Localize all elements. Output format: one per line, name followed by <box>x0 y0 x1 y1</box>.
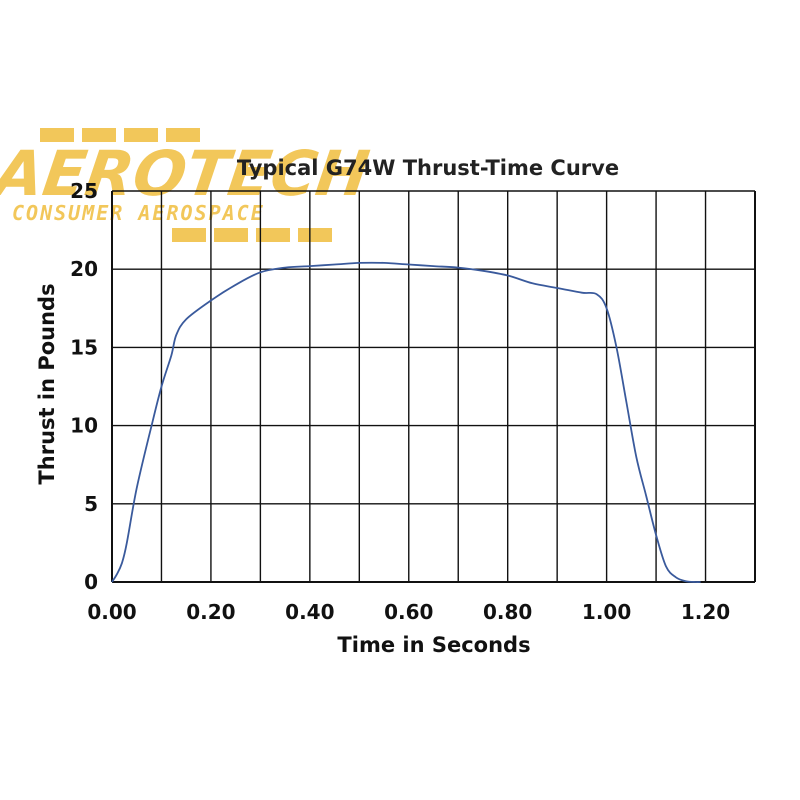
logo-tagline: CONSUMER AEROSPACE <box>12 201 265 225</box>
x-axis-label: Time in Seconds <box>337 633 530 657</box>
logo-stripes-bottom <box>172 228 332 242</box>
y-axis-ticks: 0 5 10 15 20 25 <box>70 179 98 594</box>
chart-title: Typical G74W Thrust-Time Curve <box>237 156 619 180</box>
chart-grid <box>111 190 756 583</box>
x-tick-label: 0.20 <box>186 600 235 624</box>
x-tick-label: 0.60 <box>384 600 433 624</box>
x-tick-label: 0.00 <box>87 600 136 624</box>
y-axis-label: Thrust in Pounds <box>35 283 59 484</box>
y-tick-label: 0 <box>84 570 98 594</box>
y-tick-label: 25 <box>70 179 98 203</box>
x-tick-label: 1.00 <box>582 600 631 624</box>
curve-layer <box>111 261 701 583</box>
logo-stripes-top <box>40 128 200 142</box>
x-axis-ticks: 0.00 0.20 0.40 0.60 0.80 1.00 1.20 <box>87 600 730 624</box>
x-tick-label: 1.20 <box>681 600 730 624</box>
y-tick-label: 10 <box>70 414 98 438</box>
y-tick-label: 20 <box>70 257 98 281</box>
logo-wordmark: AEROTECH <box>0 137 373 210</box>
y-tick-label: 5 <box>84 492 98 516</box>
thrust-curve-line <box>111 261 701 583</box>
aerotech-logo: AEROTECH CONSUMER AEROSPACE <box>0 128 373 242</box>
x-tick-label: 0.40 <box>285 600 334 624</box>
x-tick-label: 0.80 <box>483 600 532 624</box>
y-tick-label: 15 <box>70 335 98 359</box>
